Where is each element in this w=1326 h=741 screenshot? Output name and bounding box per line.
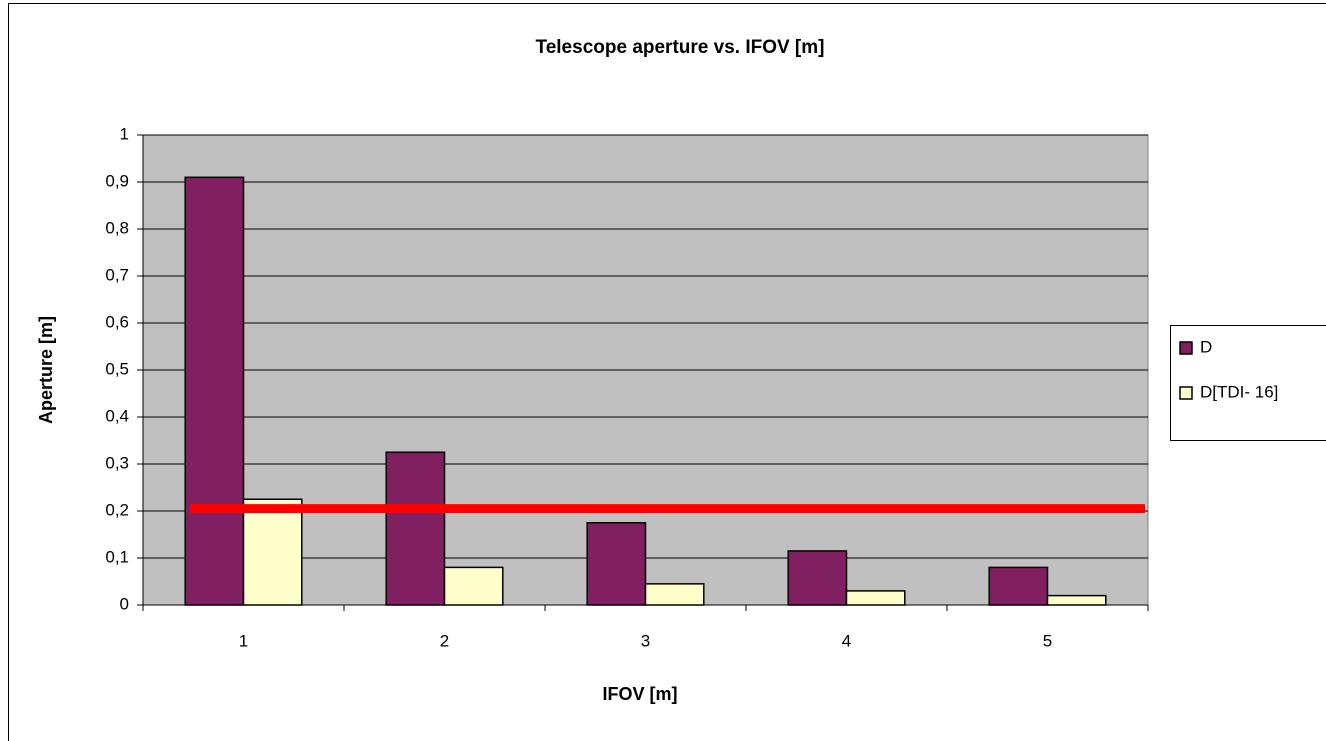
legend-label: D	[1200, 337, 1212, 356]
x-tick-label: 2	[440, 631, 449, 650]
bar	[845, 590, 906, 606]
y-tick-label: 1	[120, 124, 129, 143]
chart-title: Telescope aperture vs. IFOV [m]	[536, 37, 825, 58]
bar	[586, 522, 647, 606]
y-tick-label: 0,8	[105, 218, 129, 237]
y-tick-label: 0,4	[105, 406, 129, 425]
legend	[1170, 325, 1326, 441]
y-tick-label: 0,3	[105, 453, 129, 472]
y-tick-label: 0,9	[105, 171, 129, 190]
bar	[644, 583, 705, 606]
bar	[443, 566, 504, 606]
x-axis-title: IFOV [m]	[603, 684, 678, 704]
x-tick-label: 4	[842, 631, 851, 650]
y-axis-title: Aperture [m]	[36, 316, 56, 424]
bar	[1046, 594, 1107, 606]
y-tick-label: 0	[120, 594, 129, 613]
x-tick-label: 5	[1043, 631, 1052, 650]
legend-label: D[TDI- 16]	[1200, 382, 1278, 401]
y-tick-label: 0,1	[105, 547, 129, 566]
y-tick-label: 0,2	[105, 500, 129, 519]
bar	[242, 498, 303, 606]
bar	[385, 451, 446, 606]
bar	[787, 550, 848, 606]
bar	[988, 566, 1049, 606]
legend-swatch	[1179, 386, 1193, 400]
y-tick-label: 0,6	[105, 312, 129, 331]
x-tick-label: 3	[641, 631, 650, 650]
x-tick-label: 1	[239, 631, 248, 650]
y-tick-label: 0,7	[105, 265, 129, 284]
bar	[184, 176, 245, 606]
legend-swatch	[1179, 341, 1193, 355]
y-tick-label: 0,5	[105, 359, 129, 378]
